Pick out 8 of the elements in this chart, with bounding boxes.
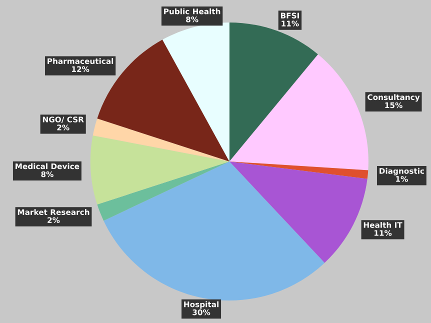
pie-slice (97, 162, 230, 221)
pie-slice (90, 135, 230, 204)
pie-slice (92, 118, 230, 162)
pie-slice (229, 162, 368, 179)
pie-slice (162, 22, 230, 162)
pie-slice (229, 22, 318, 162)
pie-slice (104, 162, 325, 301)
pie-slice (229, 54, 368, 170)
